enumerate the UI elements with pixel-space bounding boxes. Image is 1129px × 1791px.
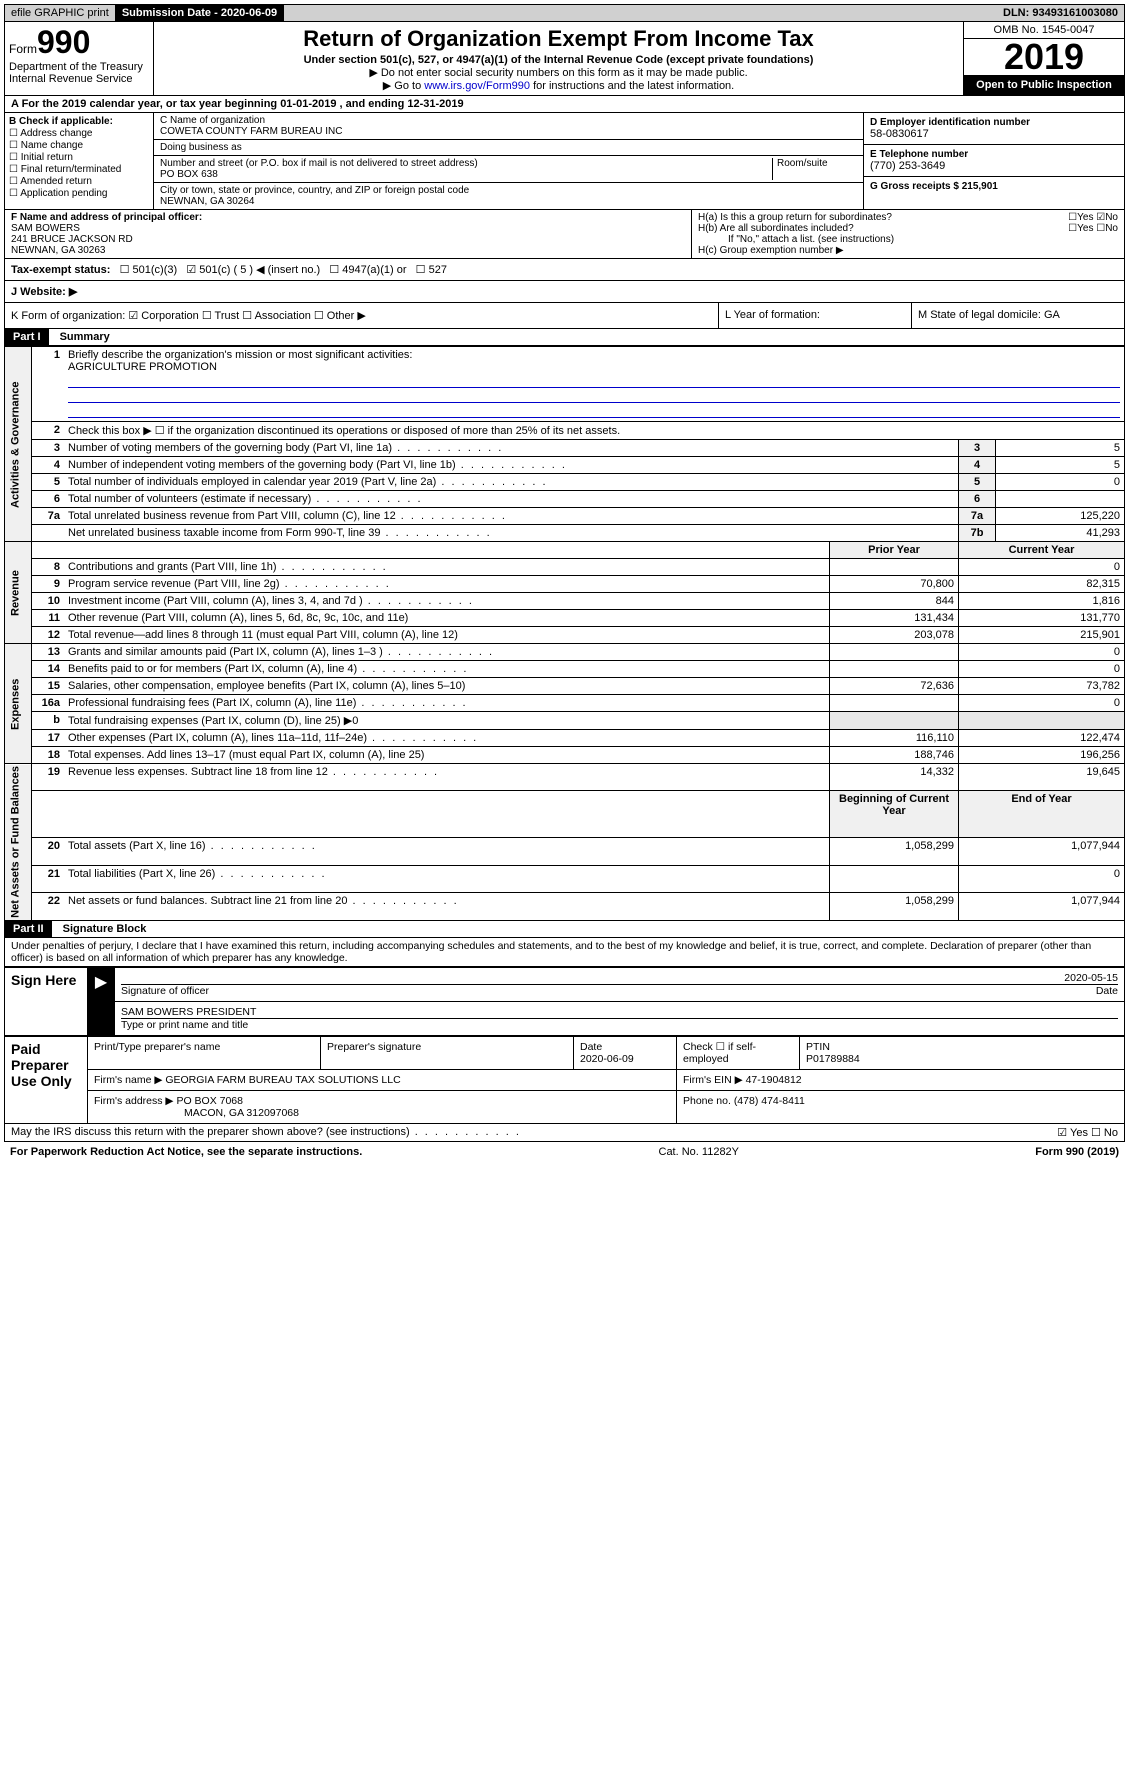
sign-here-label: Sign Here	[5, 967, 88, 1035]
chk-initial-return[interactable]: Initial return	[9, 152, 149, 163]
hdr-current: Current Year	[959, 542, 1125, 559]
cat-no: Cat. No. 11282Y	[659, 1146, 740, 1158]
irs-label: Internal Revenue Service	[9, 73, 149, 85]
officer-addr1: 241 BRUCE JACKSON RD	[11, 234, 685, 245]
part2-header: Part II Signature Block	[4, 921, 1125, 938]
summary-table: Activities & Governance 1 Briefly descri…	[4, 346, 1125, 921]
val-l3: 5	[996, 440, 1125, 457]
note-ssn: Do not enter social security numbers on …	[160, 66, 957, 79]
arrow-icon: ▶	[88, 967, 115, 1035]
website-row: J Website: ▶	[4, 281, 1125, 303]
ptin-value: P01789884	[806, 1053, 1118, 1065]
open-to-public: Open to Public Inspection	[964, 75, 1124, 95]
form-header: Form990 Department of the Treasury Inter…	[4, 22, 1125, 96]
submission-date: Submission Date - 2020-06-09	[116, 5, 284, 21]
top-bar: efile GRAPHIC print Submission Date - 20…	[4, 4, 1125, 22]
row-a-tax-year: A For the 2019 calendar year, or tax yea…	[4, 96, 1125, 113]
hdr-end: End of Year	[959, 791, 1125, 838]
chk-name-change[interactable]: Name change	[9, 140, 149, 151]
side-expenses: Expenses	[5, 644, 32, 764]
ein-value: 58-0830617	[870, 128, 1118, 140]
sign-here-table: Sign Here ▶ 2020-05-15 Signature of offi…	[4, 967, 1125, 1036]
paid-preparer-table: Paid Preparer Use Only Print/Type prepar…	[4, 1036, 1125, 1124]
val-l6	[996, 491, 1125, 508]
addr-value: PO BOX 638	[160, 169, 768, 180]
footer-final: For Paperwork Reduction Act Notice, see …	[4, 1142, 1125, 1162]
val-l7a: 125,220	[996, 508, 1125, 525]
form-title: Return of Organization Exempt From Incom…	[160, 26, 957, 52]
mission-text: AGRICULTURE PROMOTION	[68, 361, 217, 373]
form-number: Form990	[9, 24, 149, 61]
org-name: COWETA COUNTY FARM BUREAU INC	[160, 126, 857, 137]
val-l4: 5	[996, 457, 1125, 474]
discuss-yes-no[interactable]: ☑ Yes ☐ No	[1057, 1126, 1118, 1139]
chk-address-change[interactable]: Address change	[9, 128, 149, 139]
chk-final-return[interactable]: Final return/terminated	[9, 164, 149, 175]
state-domicile: M State of legal domicile: GA	[912, 303, 1124, 328]
side-governance: Activities & Governance	[5, 347, 32, 542]
discuss-row: May the IRS discuss this return with the…	[4, 1124, 1125, 1142]
col-b-checkboxes: B Check if applicable: Address change Na…	[5, 113, 154, 209]
year-formation: L Year of formation:	[719, 303, 912, 328]
block-bcd: B Check if applicable: Address change Na…	[4, 113, 1125, 210]
val-l7b: 41,293	[996, 525, 1125, 542]
paid-preparer-label: Paid Preparer Use Only	[5, 1036, 88, 1123]
sign-date: 2020-05-15	[1064, 972, 1118, 984]
officer-print-name: SAM BOWERS PRESIDENT	[121, 1006, 1118, 1019]
part1-header: Part I Summary	[4, 329, 1125, 346]
ein-label: D Employer identification number	[870, 117, 1118, 128]
firm-ein: 47-1904812	[746, 1074, 802, 1086]
phone-label: E Telephone number	[870, 149, 1118, 160]
dln: DLN: 93493161003080	[997, 5, 1124, 21]
prep-date: 2020-06-09	[580, 1053, 670, 1065]
side-netassets: Net Assets or Fund Balances	[5, 764, 32, 921]
side-revenue: Revenue	[5, 542, 32, 644]
form990-link[interactable]: www.irs.gov/Form990	[424, 80, 530, 92]
addr-label: Number and street (or P.O. box if mail i…	[160, 158, 768, 169]
dba-label: Doing business as	[160, 142, 857, 153]
firm-name: GEORGIA FARM BUREAU TAX SOLUTIONS LLC	[165, 1074, 400, 1086]
city-label: City or town, state or province, country…	[160, 185, 857, 196]
dept-treasury: Department of the Treasury	[9, 61, 149, 73]
chk-application-pending[interactable]: Application pending	[9, 188, 149, 199]
val-l5: 0	[996, 474, 1125, 491]
col-f-officer: F Name and address of principal officer:…	[5, 210, 692, 258]
block-fh: F Name and address of principal officer:…	[4, 210, 1125, 259]
firm-addr: PO BOX 7068	[176, 1095, 243, 1107]
officer-name: SAM BOWERS	[11, 223, 685, 234]
form-of-org: K Form of organization: ☑ Corporation ☐ …	[5, 303, 719, 328]
perjury-text: Under penalties of perjury, I declare th…	[5, 938, 1124, 966]
hdr-begin: Beginning of Current Year	[830, 791, 959, 838]
col-h-group: H(a) Is this a group return for subordin…	[692, 210, 1124, 258]
form-ref: Form 990 (2019)	[1035, 1146, 1119, 1158]
klm-row: K Form of organization: ☑ Corporation ☐ …	[4, 303, 1125, 329]
city-value: NEWNAN, GA 30264	[160, 196, 857, 207]
name-label: C Name of organization	[160, 115, 857, 126]
officer-addr2: NEWNAN, GA 30263	[11, 245, 685, 256]
chk-amended[interactable]: Amended return	[9, 176, 149, 187]
phone-value: (770) 253-3649	[870, 160, 1118, 172]
signature-block: Under penalties of perjury, I declare th…	[4, 938, 1125, 967]
note-link: Go to www.irs.gov/Form990 for instructio…	[160, 79, 957, 92]
col-c-org-info: C Name of organization COWETA COUNTY FAR…	[154, 113, 863, 209]
efile-label[interactable]: efile GRAPHIC print	[5, 5, 116, 21]
gross-receipts: G Gross receipts $ 215,901	[870, 181, 1118, 192]
room-suite-label: Room/suite	[773, 158, 857, 180]
col-d-ein-phone: D Employer identification number 58-0830…	[863, 113, 1124, 209]
hdr-prior: Prior Year	[830, 542, 959, 559]
firm-city: MACON, GA 312097068	[94, 1107, 299, 1119]
firm-phone: (478) 474-8411	[734, 1095, 805, 1107]
form-subtitle: Under section 501(c), 527, or 4947(a)(1)…	[160, 54, 957, 66]
tax-status-row: Tax-exempt status: ☐ 501(c)(3) 501(c) ( …	[4, 259, 1125, 281]
tax-year: 2019	[964, 39, 1124, 75]
